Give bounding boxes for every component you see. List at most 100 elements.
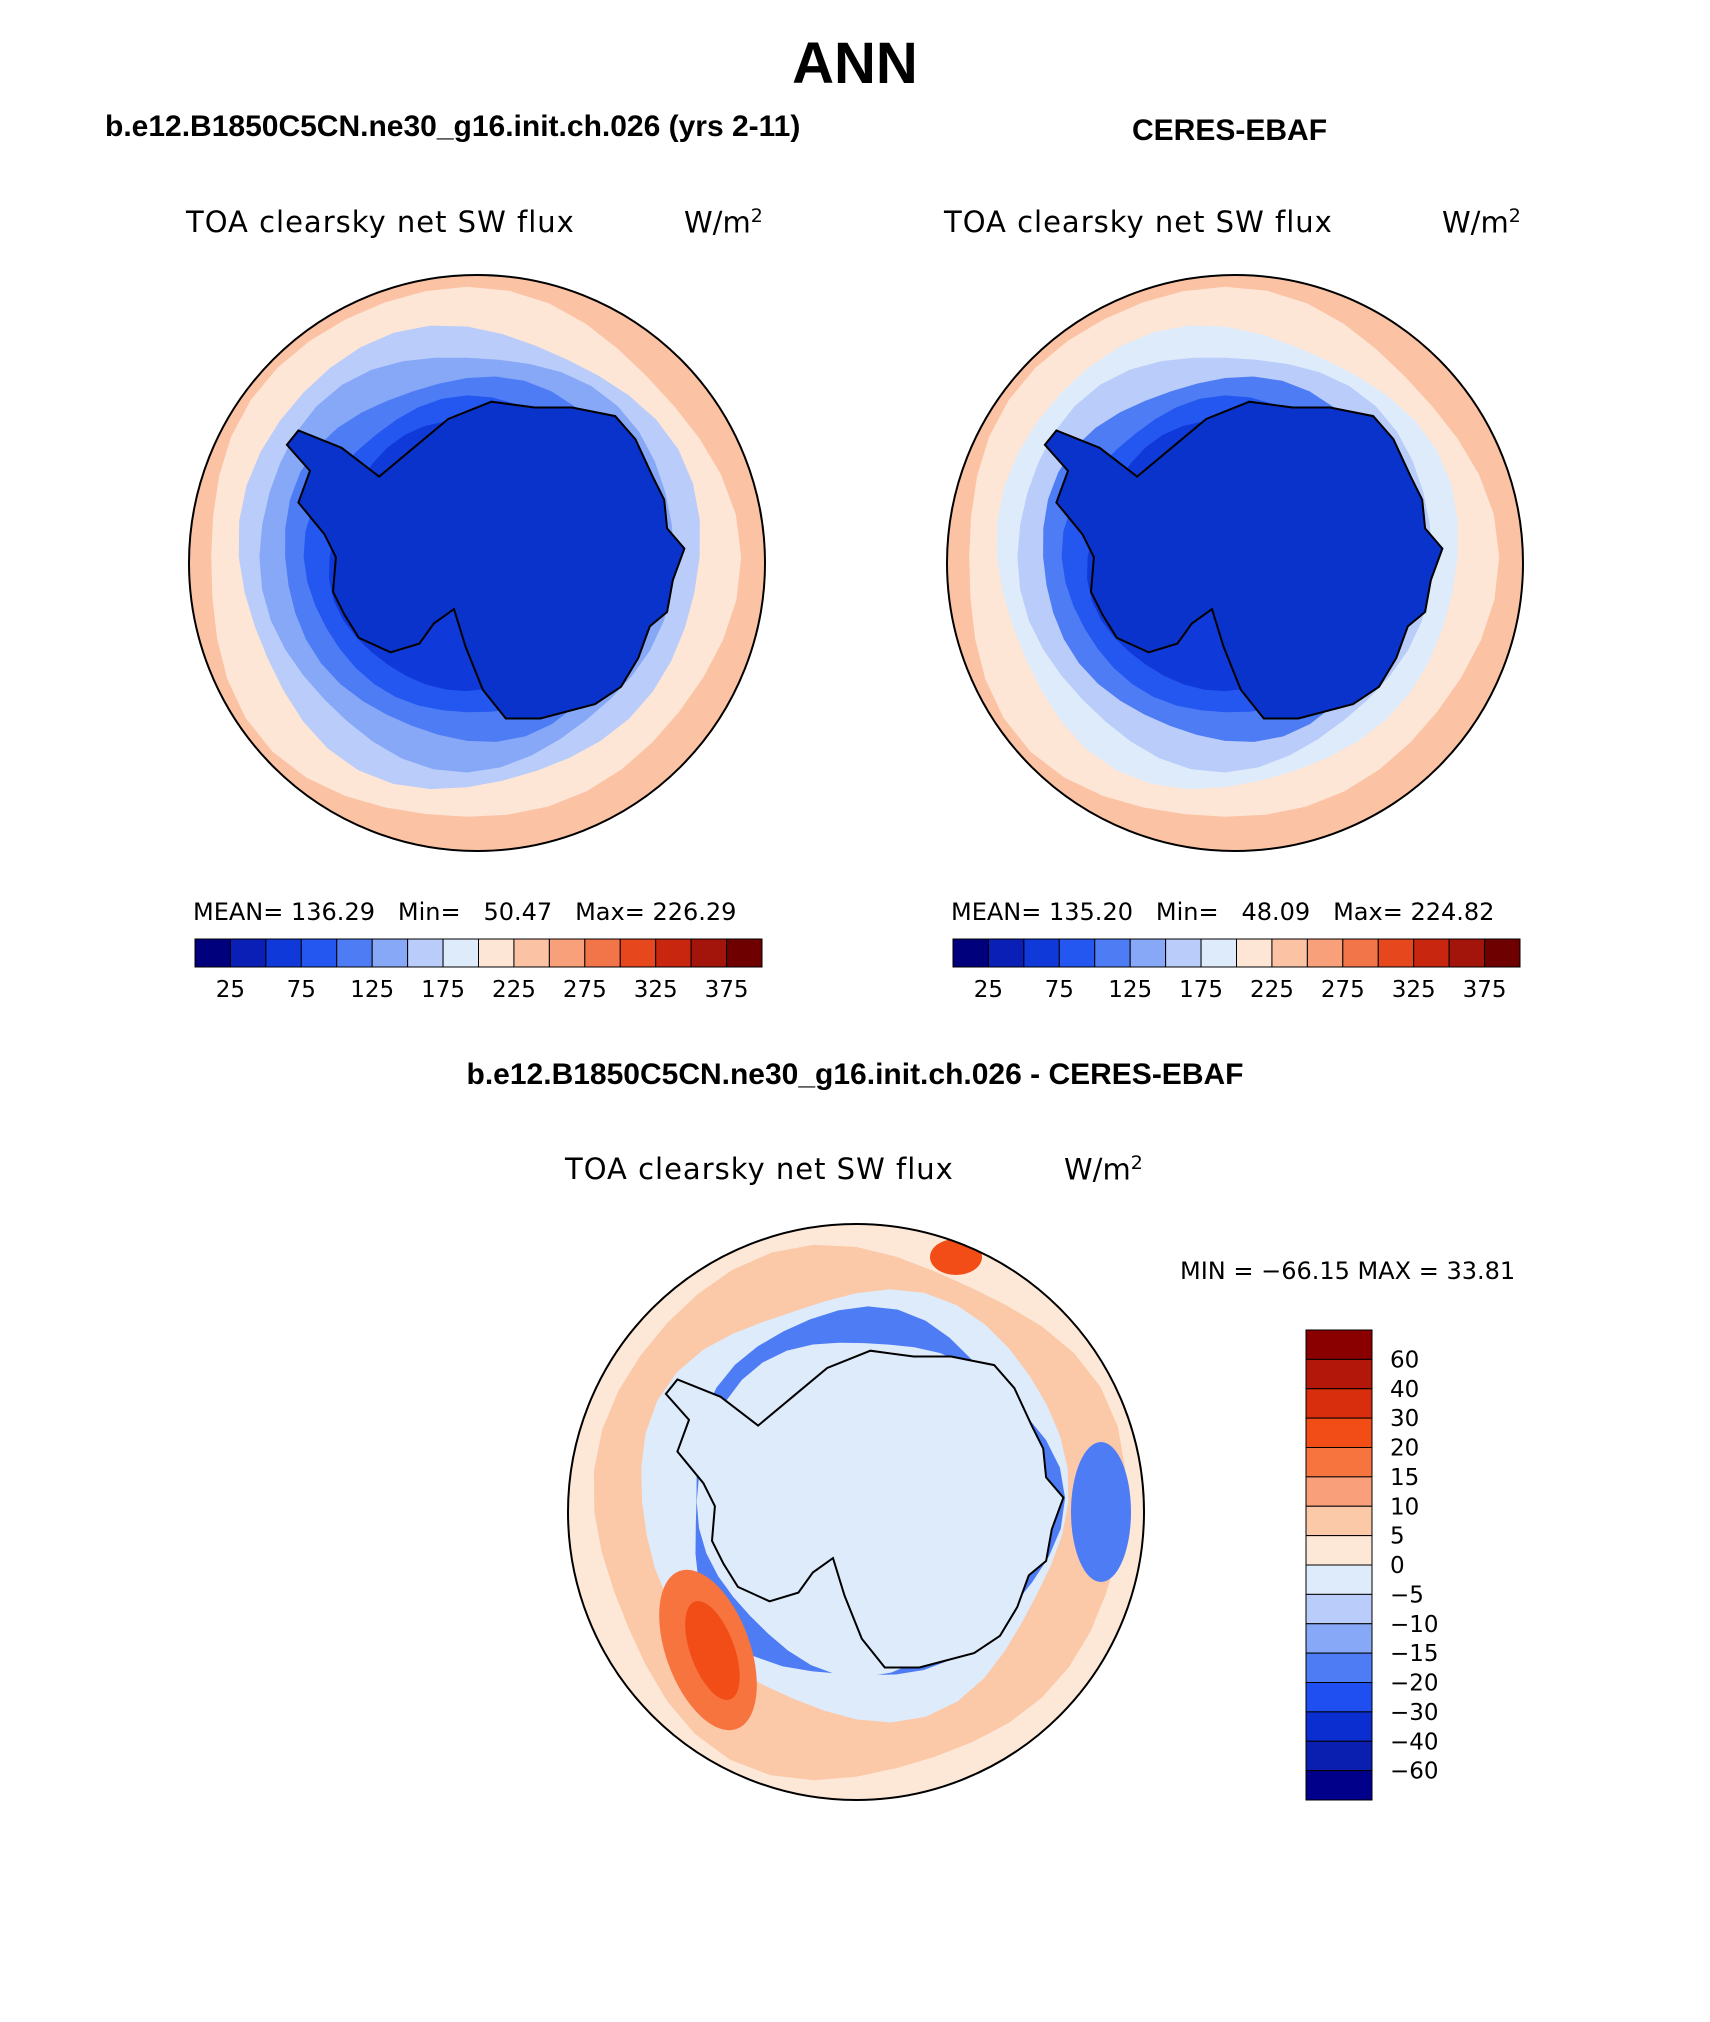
left-min-label: Min=	[397, 898, 461, 926]
left-antarctica	[285, 400, 686, 720]
diff-colorbar-tick: 10	[1390, 1494, 1419, 1520]
left-mean-label: MEAN=	[193, 898, 284, 926]
right-units-label: W/m2	[1442, 205, 1521, 240]
page-title: ANN	[792, 31, 918, 96]
left-colorbar-box	[548, 938, 586, 968]
right-colorbar-tick: 25	[974, 977, 1003, 1003]
right-colorbar-tick: 225	[1250, 977, 1294, 1003]
right-colorbar-box	[1058, 938, 1096, 968]
right-stats: MEAN= 135.20 Min= 48.09 Max= 224.82	[951, 898, 1494, 926]
left-colorbar-tick: 325	[634, 977, 678, 1003]
right-colorbar-box	[1271, 938, 1308, 968]
right-colorbar-tick: 125	[1108, 977, 1152, 1003]
left-colorbar-box	[513, 938, 550, 968]
right-colorbar-box	[1306, 938, 1344, 968]
diff-colorbar-tick: 40	[1390, 1377, 1419, 1403]
diff-colorbar-box	[1305, 1740, 1373, 1772]
diff-colorbar-box	[1305, 1417, 1373, 1448]
right-colorbar-box	[1377, 938, 1415, 968]
left-variable-label: TOA clearsky net SW flux	[186, 205, 575, 239]
left-colorbar-box	[655, 938, 692, 968]
diff-map-border	[567, 1223, 1145, 1801]
right-colorbar-box	[952, 938, 989, 968]
diff-variable-label: TOA clearsky net SW flux	[565, 1152, 954, 1186]
right-colorbar-tick: 325	[1392, 977, 1436, 1003]
left-colorbar-box	[619, 938, 657, 968]
left-colorbar-box	[478, 938, 515, 968]
diff-colorbar-tick: 5	[1390, 1524, 1405, 1550]
diff-polar-map	[567, 1223, 1145, 1801]
right-colorbar-box	[1448, 938, 1486, 968]
left-colorbar-tick: 125	[350, 977, 394, 1003]
right-colorbar-box	[1165, 938, 1202, 968]
right-colorbar-box	[1413, 938, 1450, 968]
diff-colorbar-box	[1305, 1358, 1373, 1390]
right-colorbar-box	[1342, 938, 1379, 968]
diff-colorbar: 60 40 30 20 15 10 5 0 −5 −10 −15 −20 −30 −40 −60	[1305, 1329, 1439, 1801]
diff-colorbar-tick: 30	[1390, 1406, 1419, 1432]
diff-colorbar-tick: −30	[1390, 1700, 1439, 1726]
right-colorbar-box	[1094, 938, 1131, 968]
diff-units-label: W/m2	[1064, 1152, 1143, 1187]
diff-colorbar-box	[1305, 1564, 1373, 1595]
left-colorbar-tick: 375	[705, 977, 749, 1003]
diff-colorbar-box	[1305, 1476, 1373, 1507]
left-colorbar-box	[371, 938, 409, 968]
diff-colorbar-box	[1305, 1447, 1373, 1478]
left-colorbar-tick: 275	[563, 977, 607, 1003]
left-stats: MEAN= 136.29 Min= 50.47 Max= 226.29	[193, 898, 736, 926]
right-colorbar-box	[987, 938, 1025, 968]
right-antarctica	[1043, 400, 1444, 720]
right-map-border	[946, 274, 1524, 852]
left-colorbar-box	[229, 938, 267, 968]
diff-stats: MIN = −66.15 MAX = 33.81	[1180, 1257, 1516, 1285]
left-colorbar-box	[265, 938, 302, 968]
left-field	[189, 275, 765, 851]
left-colorbar: 25 75 125 175 225 275 325 375	[194, 938, 763, 1003]
left-colorbar-box	[300, 938, 338, 968]
diff-colorbar-tick: 0	[1390, 1553, 1405, 1579]
diff-colorbar-box	[1305, 1711, 1373, 1742]
right-colorbar-tick: 75	[1045, 977, 1074, 1003]
diff-case-title: b.e12.B1850C5CN.ne30_g16.init.ch.026 - C…	[466, 1058, 1244, 1091]
left-colorbar-box	[442, 938, 479, 968]
right-mean-label: MEAN=	[951, 898, 1042, 926]
diff-colorbar-tick: −5	[1390, 1582, 1424, 1608]
diff-positive-anomaly-3	[930, 1239, 982, 1275]
diff-field	[568, 1224, 1144, 1800]
right-colorbar-tick: 375	[1463, 977, 1507, 1003]
diff-colorbar-tick: 20	[1390, 1436, 1419, 1462]
left-colorbar-box	[726, 938, 763, 968]
right-max-label: Max=	[1333, 898, 1403, 926]
left-colorbar-tick: 25	[216, 977, 245, 1003]
right-field	[947, 275, 1523, 851]
right-colorbar-box	[1200, 938, 1237, 968]
right-colorbar-box	[1023, 938, 1060, 968]
right-colorbar-box	[1484, 938, 1521, 968]
left-colorbar-box	[690, 938, 728, 968]
diff-colorbar-tick: 60	[1390, 1347, 1419, 1373]
right-case-title: CERES-EBAF	[1132, 114, 1328, 147]
diff-colorbar-tick: −20	[1390, 1671, 1439, 1697]
right-colorbar-box	[1129, 938, 1167, 968]
diff-colorbar-box	[1305, 1505, 1373, 1537]
left-colorbar-box	[584, 938, 621, 968]
diff-colorbar-box	[1305, 1593, 1373, 1625]
left-colorbar-box	[336, 938, 373, 968]
right-max-value: 224.82	[1410, 898, 1495, 926]
diff-colorbar-box	[1305, 1329, 1373, 1360]
diff-colorbar-tick: −15	[1390, 1641, 1439, 1667]
diff-colorbar-tick: −40	[1390, 1729, 1439, 1755]
diff-colorbar-box	[1305, 1388, 1373, 1419]
diff-colorbar-box	[1305, 1682, 1373, 1713]
diff-colorbar-tick: −10	[1390, 1612, 1439, 1638]
diff-colorbar-box	[1305, 1770, 1373, 1801]
right-colorbar-tick: 175	[1179, 977, 1223, 1003]
right-colorbar-tick: 275	[1321, 977, 1365, 1003]
right-min-label: Min=	[1155, 898, 1219, 926]
right-min-value: 48.09	[1241, 898, 1311, 926]
left-case-title: b.e12.B1850C5CN.ne30_g16.init.ch.026 (yr…	[105, 110, 801, 143]
left-colorbar-tick: 75	[287, 977, 316, 1003]
right-colorbar-box	[1236, 938, 1273, 968]
left-max-label: Max=	[575, 898, 645, 926]
